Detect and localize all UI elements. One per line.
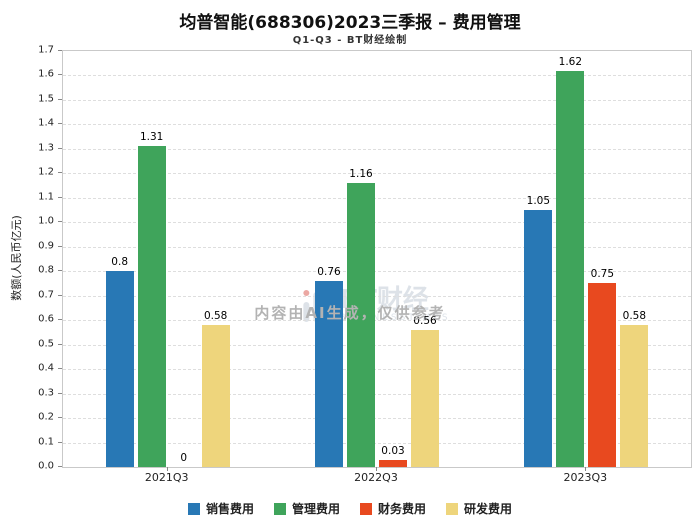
- bar-财务费用-2023Q3: [588, 283, 617, 467]
- y-tick-mark: [58, 417, 62, 419]
- y-tick-mark: [58, 172, 62, 174]
- y-tick-mark: [58, 392, 62, 394]
- gridline: [63, 295, 691, 297]
- x-tick-mark: [166, 467, 168, 471]
- y-tick-mark: [58, 123, 62, 125]
- bar-value-label: 0.56: [413, 314, 437, 327]
- y-tick-label: 1.2: [38, 166, 54, 178]
- y-tick-mark: [58, 466, 62, 467]
- legend-label: 管理费用: [291, 502, 340, 516]
- y-axis-label: 数额(人民币亿元): [10, 215, 23, 301]
- gridline: [63, 197, 691, 199]
- bar-value-label: 0.8: [111, 256, 129, 269]
- y-tick-label: 0.9: [38, 240, 54, 252]
- gridline: [63, 75, 691, 77]
- legend: 销售费用 管理费用 财务费用 研发费用: [0, 500, 700, 517]
- bar-value-label: 1.62: [558, 55, 583, 68]
- legend-label: 销售费用: [205, 502, 254, 516]
- y-tick-label: 0.2: [38, 411, 54, 423]
- legend-item-管理费用: 管理费用: [273, 500, 340, 517]
- ai-generated-notice: 内容由AI生成，仅供参考: [254, 304, 446, 322]
- legend-item-财务费用: 财务费用: [360, 500, 426, 517]
- gridline: [63, 173, 691, 175]
- x-category-label: 2021Q3: [144, 471, 189, 484]
- bar-value-label: 0.03: [381, 444, 405, 457]
- y-tick-mark: [58, 147, 62, 149]
- bar-value-label: 0: [180, 452, 187, 464]
- y-tick-mark: [58, 270, 62, 272]
- legend-item-研发费用: 研发费用: [446, 500, 512, 517]
- y-tick-mark: [58, 343, 62, 345]
- gridline: [63, 393, 691, 395]
- y-tick-mark: [58, 50, 62, 51]
- gridline: [63, 222, 691, 224]
- y-tick-label: 1.4: [38, 117, 54, 129]
- bar-value-label: 1.05: [526, 195, 551, 208]
- y-tick-label: 1.3: [38, 142, 54, 154]
- gridline: [63, 369, 691, 371]
- y-tick-label: 0.6: [38, 313, 54, 325]
- y-tick-label: 0.1: [38, 436, 54, 448]
- y-tick-mark: [58, 98, 62, 100]
- y-tick-label: 0.3: [38, 387, 54, 399]
- bar-财务费用-2022Q3: [379, 459, 407, 467]
- bar-研发费用-2023Q3: [620, 325, 649, 467]
- legend-swatch: [187, 502, 200, 515]
- gridline: [63, 124, 691, 126]
- y-tick-mark: [58, 368, 62, 370]
- y-tick-mark: [58, 319, 62, 321]
- y-tick-label: 0.0: [38, 460, 54, 472]
- bar-销售费用-2022Q3: [315, 281, 343, 467]
- gridline: [63, 99, 691, 101]
- gridline: [63, 344, 691, 346]
- chart-subtitle: Q1-Q3 - BT财经绘制: [292, 35, 408, 46]
- bar-销售费用-2023Q3: [524, 210, 553, 467]
- gridline: [63, 418, 691, 420]
- legend-swatch: [360, 502, 372, 515]
- x-tick-mark: [585, 467, 587, 471]
- bar-研发费用-2021Q3: [201, 325, 230, 467]
- gridline: [63, 320, 691, 322]
- bar-管理费用-2023Q3: [556, 70, 585, 467]
- y-tick-label: 0.8: [38, 264, 54, 276]
- bar-value-label: 0.58: [622, 310, 647, 323]
- y-tick-label: 0.5: [38, 338, 54, 350]
- bar-管理费用-2022Q3: [347, 183, 375, 467]
- legend-swatch: [273, 502, 286, 515]
- bar-value-label: 0.75: [590, 268, 615, 281]
- y-tick-mark: [58, 294, 62, 296]
- x-category-label: 2022Q3: [354, 471, 398, 484]
- y-tick-label: 1.6: [38, 68, 54, 80]
- y-tick-label: 1.7: [38, 44, 54, 56]
- bar-value-label: 0.58: [203, 310, 228, 323]
- y-tick-label: 1.5: [38, 93, 54, 105]
- legend-swatch: [446, 502, 459, 515]
- y-tick-mark: [58, 74, 62, 76]
- y-tick-mark: [58, 221, 62, 223]
- bar-value-label: 0.76: [317, 266, 341, 279]
- x-category-label: 2023Q3: [563, 471, 608, 484]
- bar-研发费用-2022Q3: [411, 329, 439, 467]
- gridline: [63, 148, 691, 150]
- x-tick-mark: [376, 467, 377, 471]
- y-tick-label: 0.4: [38, 362, 54, 374]
- chart-title: 均普智能(688306)2023三季报 – 费用管理: [179, 13, 521, 33]
- y-tick-label: 1.0: [38, 215, 54, 227]
- y-tick-label: 1.1: [38, 191, 54, 203]
- y-tick-label: 0.7: [38, 289, 54, 301]
- legend-label: 财务费用: [378, 502, 427, 516]
- bar-value-label: 1.31: [139, 131, 164, 144]
- bar-销售费用-2021Q3: [105, 271, 134, 467]
- gridline: [63, 442, 691, 444]
- y-tick-mark: [58, 196, 62, 198]
- gridline: [63, 246, 691, 248]
- bar-管理费用-2021Q3: [137, 146, 166, 467]
- y-tick-mark: [58, 245, 62, 247]
- y-tick-mark: [58, 441, 62, 443]
- plot-area: BT财经 BUSINESSTIMES 0.8 1.31 0 0.58 0.76 1.16 0…: [62, 50, 692, 468]
- bar-value-label: 1.16: [349, 168, 373, 181]
- legend-label: 研发费用: [464, 502, 513, 516]
- gridline: [63, 271, 691, 273]
- legend-item-销售费用: 销售费用: [187, 500, 254, 517]
